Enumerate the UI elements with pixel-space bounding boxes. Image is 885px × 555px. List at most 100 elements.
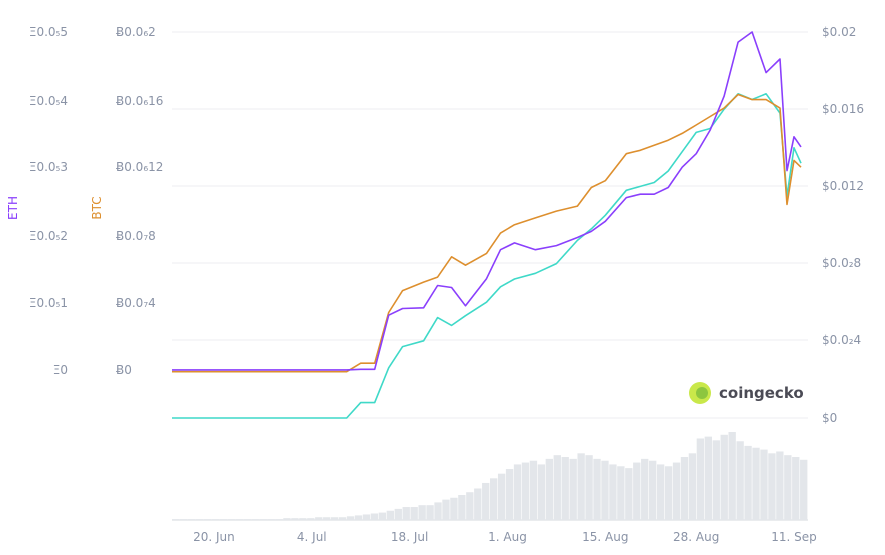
volume-bar [497, 473, 506, 520]
volume-bar [235, 519, 243, 520]
volume-bar [219, 519, 228, 520]
eth-tick-label: Ξ0.0₅1 [29, 296, 68, 310]
volume-bar [561, 457, 569, 520]
volume-bars [172, 432, 808, 520]
x-tick-label: 28. Aug [673, 530, 719, 544]
volume-bar [203, 519, 212, 520]
volume-bar [680, 457, 689, 520]
volume-bar [688, 453, 697, 520]
volume-bar [649, 460, 657, 520]
volume-bar [617, 466, 625, 520]
volume-bar [553, 455, 561, 520]
volume-bar [450, 497, 458, 520]
price-lines [172, 31, 802, 419]
btc-axis-title: BTC [90, 196, 104, 219]
eth-tick-label: Ξ0 [53, 363, 68, 377]
volume-bar [521, 462, 530, 520]
volume-bar [609, 464, 617, 520]
volume-bar [736, 441, 744, 520]
usd-tick-label: $0.0₂8 [822, 256, 861, 270]
btc-tick-label: Ƀ0 [116, 363, 132, 377]
volume-bar [664, 466, 673, 520]
volume-bar [537, 464, 546, 520]
volume-bar [720, 434, 728, 520]
volume-bar [179, 519, 188, 520]
volume-bar [195, 519, 204, 520]
volume-bar [744, 445, 752, 520]
volume-bar [418, 505, 426, 520]
x-tick-label: 11. Sep [771, 530, 817, 544]
volume-bar [275, 519, 283, 520]
usd-tick-label: $0.012 [822, 179, 864, 193]
eth-tick-label: Ξ0.0₅3 [29, 160, 68, 174]
x-tick-label: 15. Aug [582, 530, 628, 544]
volume-bar [784, 455, 792, 520]
volume-bar [187, 519, 196, 520]
volume-bar [792, 457, 800, 520]
eth-price-line [172, 31, 802, 371]
eth-tick-label: Ξ0.0₅5 [29, 25, 68, 39]
volume-bar [442, 499, 450, 520]
volume-bar [267, 519, 275, 520]
volume-bar [362, 514, 371, 520]
volume-bar [378, 512, 387, 520]
volume-bar [569, 458, 577, 520]
coingecko-logo-inner-icon [696, 387, 708, 399]
btc-tick-label: Ƀ0.0₆12 [116, 160, 163, 174]
btc-price-line [172, 93, 802, 373]
volume-bar [728, 432, 736, 520]
volume-bar [172, 519, 180, 520]
volume-bar [315, 517, 323, 520]
volume-bar [291, 518, 299, 520]
volume-bar [434, 502, 442, 520]
volume-bar [482, 482, 490, 520]
volume-bar [323, 517, 331, 520]
btc-tick-label: Ƀ0.0₇4 [116, 296, 156, 310]
volume-bar [386, 510, 394, 520]
volume-bar [545, 458, 553, 520]
btc-tick-label: Ƀ0.0₆16 [116, 94, 163, 108]
volume-bar [299, 518, 307, 520]
eth-tick-label: Ξ0.0₅4 [29, 94, 68, 108]
eth-tick-label: Ξ0.0₅2 [29, 229, 68, 243]
btc-tick-label: Ƀ0.0₇8 [116, 229, 156, 243]
usd-tick-label: $0.016 [822, 102, 864, 116]
volume-bar [283, 518, 291, 520]
x-tick-label: 20. Jun [193, 530, 235, 544]
volume-bar [641, 458, 649, 520]
volume-bar [354, 515, 363, 520]
usd-tick-label: $0.0₂4 [822, 333, 861, 347]
volume-bar [776, 451, 784, 520]
coingecko-label: coingecko [719, 384, 804, 402]
volume-bar [370, 513, 379, 520]
volume-bar [474, 488, 482, 520]
volume-bar [752, 447, 760, 520]
volume-bar [800, 459, 808, 520]
usd-tick-label: $0 [822, 411, 837, 425]
volume-bar [307, 518, 315, 520]
volume-bar [760, 449, 768, 520]
volume-bar [529, 460, 538, 520]
volume-bar [577, 453, 585, 520]
volume-bar [593, 458, 601, 520]
x-tick-label: 18. Jul [391, 530, 428, 544]
volume-bar [490, 478, 498, 520]
volume-bar [243, 519, 251, 520]
volume-bar [227, 519, 235, 520]
btc-tick-label: Ƀ0.0₆2 [116, 25, 156, 39]
volume-bar [768, 453, 776, 520]
volume-bar [458, 494, 466, 520]
volume-bar [513, 464, 522, 520]
usd-tick-label: $0.02 [822, 25, 856, 39]
volume-bar [704, 436, 712, 520]
volume-bar [426, 505, 434, 520]
volume-bar [211, 519, 220, 520]
volume-bar [346, 516, 355, 520]
volume-bar [625, 468, 633, 520]
volume-bar [505, 469, 514, 520]
volume-bar [402, 507, 410, 520]
axis-ticks: Ξ0.0₅5 Ξ0.0₅4 Ξ0.0₅3 Ξ0.0₅2 Ξ0.0₅1 Ξ0 Ƀ0.0₆2 Ƀ0… [29, 25, 864, 544]
volume-bar [394, 508, 402, 520]
coingecko-watermark: coingecko [689, 382, 804, 404]
volume-bar [259, 519, 267, 520]
